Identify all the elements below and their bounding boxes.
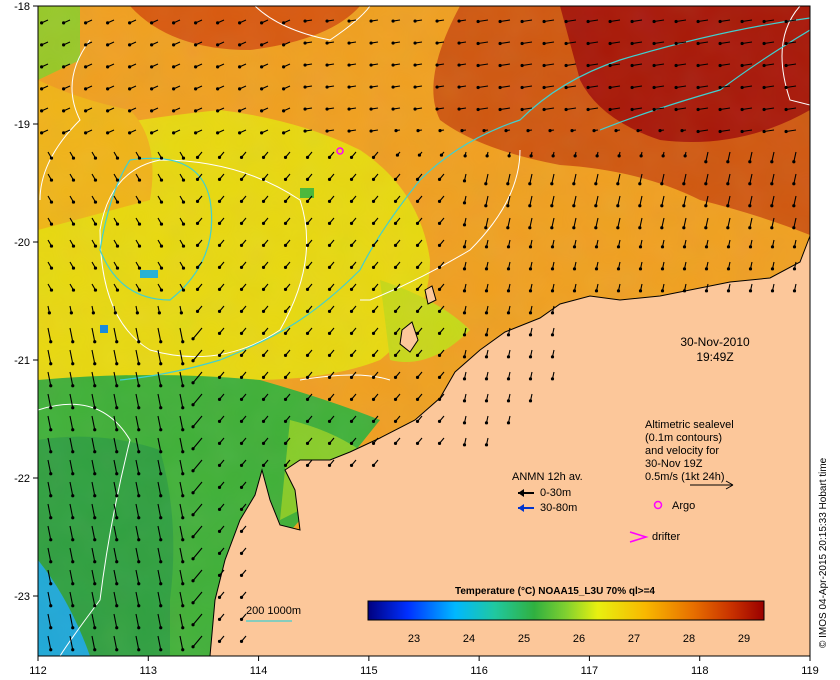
x-tick-label: 112 [29, 665, 47, 677]
y-tick-label: -23 [14, 591, 30, 603]
anmn-title: ANMN 12h av. [512, 471, 583, 483]
anmn-shallow-arrow [518, 489, 534, 497]
x-tick-label: 114 [250, 665, 268, 677]
x-tick-label: 115 [360, 665, 378, 677]
altimetry-note-line1: Altimetric sealevel [645, 419, 734, 431]
scale-arrow [690, 480, 734, 490]
island [399, 321, 419, 353]
x-tick-label: 116 [470, 665, 488, 677]
isobaths [99, 17, 810, 381]
colorbar-ticks: 23 24 25 26 27 28 29 [408, 633, 750, 645]
argo-float-marker [336, 147, 344, 155]
colorbar [367, 600, 765, 621]
altimetry-note-line4: 30-Nov 19Z [645, 458, 703, 470]
credit-stamp: © IMOS 04-Apr-2015 20:15:33 Hobart time [818, 457, 829, 648]
isobath-label: 200 1000m [246, 605, 301, 617]
colorbar-tick-label: 23 [408, 633, 420, 645]
axis-ticks: 112 113 114 115 116 117 118 119 -18 -19 -20 -21 -22 -… [14, 1, 819, 677]
y-tick-label: -22 [14, 473, 30, 485]
colorbar-tick-label: 27 [628, 633, 640, 645]
map-date: 30-Nov-2010 [680, 335, 750, 349]
colorbar-tick-label: 29 [738, 633, 750, 645]
land-mass [209, 235, 811, 657]
anmn-deep-label: 30-80m [540, 502, 577, 514]
map-time: 19:49Z [696, 350, 733, 364]
argo-label: Argo [672, 500, 695, 512]
altimetry-note-line5: 0.5m/s (1kt 24h) [645, 471, 724, 483]
colorbar-title: Temperature (°C) NOAA15_L3U 70% ql>=4 [455, 586, 655, 597]
x-tick-label: 113 [140, 665, 158, 677]
map-frame [37, 5, 811, 657]
drifter-legend-marker [629, 531, 649, 543]
colorbar-tick-label: 24 [463, 633, 475, 645]
argo-legend-marker [653, 500, 663, 510]
colorbar-tick-label: 28 [683, 633, 695, 645]
altimetry-note-line3: and velocity for [645, 445, 719, 457]
island [424, 285, 437, 305]
drifter-label: drifter [652, 531, 680, 543]
y-tick-label: -19 [14, 119, 30, 131]
x-tick-label: 119 [801, 665, 819, 677]
colorbar-tick-label: 26 [573, 633, 585, 645]
anmn-deep-arrow [518, 504, 534, 512]
y-tick-label: -18 [14, 1, 30, 13]
anmn-shallow-label: 0-30m [540, 487, 571, 499]
x-tick-label: 118 [691, 665, 709, 677]
y-tick-label: -21 [14, 355, 30, 367]
x-tick-label: 117 [581, 665, 599, 677]
colorbar-tick-label: 25 [518, 633, 530, 645]
altimetry-note-line2: (0.1m contours) [645, 432, 722, 444]
y-tick-label: -20 [14, 237, 30, 249]
velocity-arrows [40, 19, 797, 652]
